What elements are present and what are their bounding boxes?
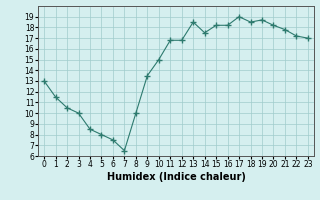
X-axis label: Humidex (Indice chaleur): Humidex (Indice chaleur) (107, 172, 245, 182)
